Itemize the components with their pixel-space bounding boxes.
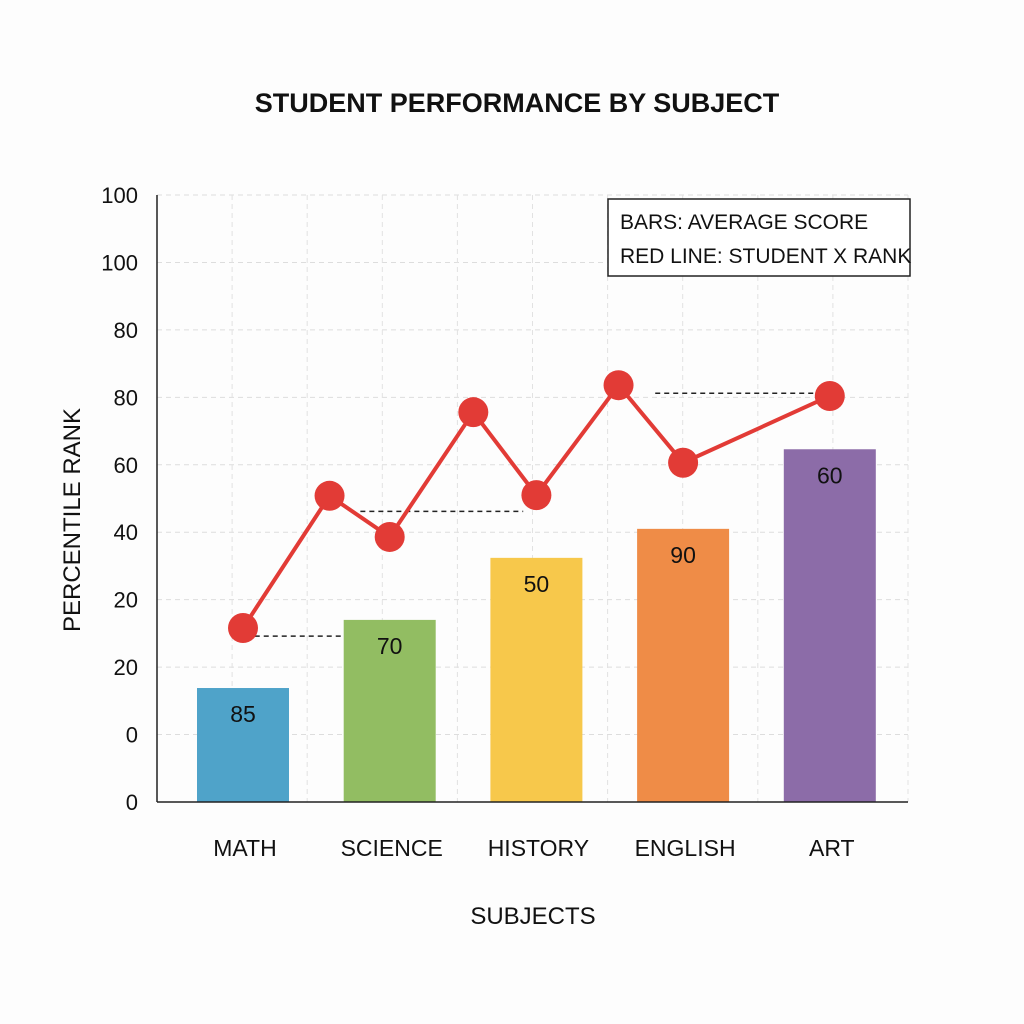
bar-data-label: 50 <box>524 571 550 597</box>
bar-art <box>783 449 876 802</box>
y-tick-label: 20 <box>114 655 138 680</box>
x-tick-label: HISTORY <box>488 835 589 861</box>
line-point <box>228 612 258 643</box>
bar-data-label: 85 <box>230 701 256 727</box>
y-tick-label: 80 <box>114 385 138 410</box>
y-axis-label: PERCENTILE RANK <box>59 408 86 632</box>
x-tick-label: ENGLISH <box>635 835 736 861</box>
legend-entry-line: RED LINE: STUDENT X RANK <box>620 245 911 268</box>
line-point <box>521 480 552 511</box>
line-point <box>458 397 489 428</box>
bar-math <box>197 688 289 802</box>
legend: BARS: AVERAGE SCORE RED LINE: STUDENT X … <box>607 198 911 277</box>
chart-title: STUDENT PERFORMANCE BY SUBJECT <box>255 88 780 118</box>
x-tick-label: ART <box>809 835 855 861</box>
x-tick-label: SCIENCE <box>341 835 443 861</box>
axes: 0 0 20 20 40 60 80 80 100 100 MATH SCIENCE HISTORY EN… <box>101 183 908 861</box>
line-point <box>814 380 845 411</box>
legend-entry-bars: BARS: AVERAGE SCORE <box>620 211 868 234</box>
y-tick-label: 0 <box>126 790 138 815</box>
legend-box <box>607 198 911 277</box>
bar-data-label: 70 <box>377 633 403 659</box>
y-tick-label: 20 <box>114 588 138 613</box>
bar-english <box>637 528 730 802</box>
y-tick-label: 60 <box>114 453 138 478</box>
y-tick-label: 100 <box>101 183 138 208</box>
bar-data-label: 90 <box>670 542 696 568</box>
y-tick-label: 80 <box>114 318 138 343</box>
reference-lines <box>254 392 816 637</box>
line-series <box>228 370 845 643</box>
y-tick-label: 0 <box>126 723 138 748</box>
bar-history <box>490 557 583 802</box>
bars: 85 70 50 90 60 <box>197 449 876 802</box>
line-point <box>314 480 345 511</box>
x-axis-label: SUBJECTS <box>470 903 595 930</box>
y-tick-label: 100 <box>101 250 138 275</box>
line-point <box>374 521 405 552</box>
line-point <box>603 370 634 401</box>
y-tick-label: 40 <box>114 520 138 545</box>
x-tick-label: MATH <box>213 835 276 861</box>
bar-science <box>343 619 436 802</box>
line-point <box>668 447 699 478</box>
bar-data-label: 60 <box>817 462 843 488</box>
